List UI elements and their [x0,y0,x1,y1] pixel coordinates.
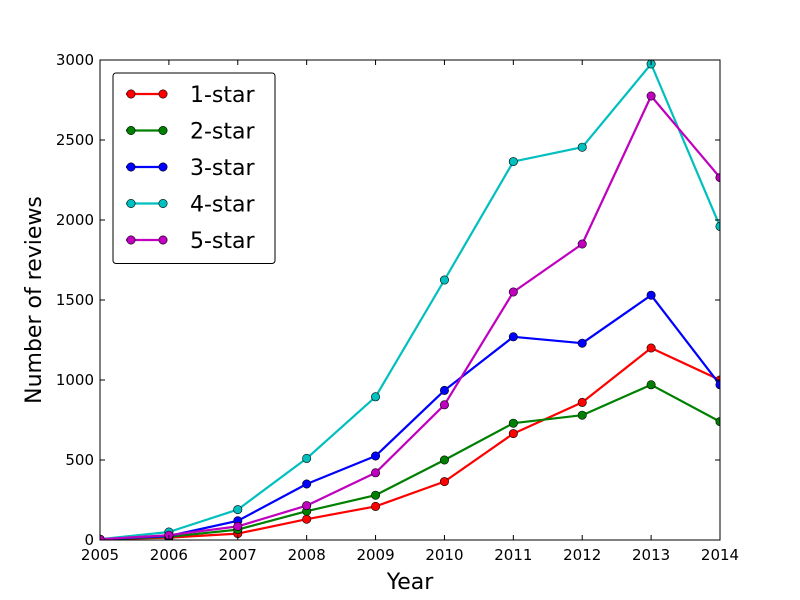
y-tick-label: 1500 [56,291,94,309]
data-point-1-star-2008 [302,514,312,524]
y-axis-label: Number of reviews [22,196,47,404]
data-point-4-star-2011 [508,157,518,167]
legend-label: 2-star [190,120,256,145]
legend-marker [126,235,136,245]
data-point-3-star-2010 [439,385,449,395]
x-axis-label: Year [386,570,435,595]
y-tick-label: 3000 [56,51,94,69]
data-point-5-star-2013 [646,91,656,101]
legend-box [112,72,276,264]
x-tick-label: 2009 [356,546,394,564]
series-line-5-star [100,94,720,540]
data-point-4-star-2007 [233,505,243,515]
data-point-1-star-2012 [577,397,587,407]
legend-marker [158,235,168,245]
series-line-4-star [100,62,720,540]
legend-entry-4-star: 4-star [126,193,256,218]
x-tick-label: 2007 [219,546,257,564]
legend-marker [158,126,168,136]
y-tick-label: 2000 [56,211,94,229]
data-point-3-star-2012 [577,338,587,348]
data-point-3-star-2008 [302,479,312,489]
legend-label: 3-star [190,156,256,181]
x-tick-label: 2008 [288,546,326,564]
data-point-3-star-2011 [508,332,518,342]
data-point-4-star-2009 [371,392,381,402]
legend-marker [126,162,136,172]
data-point-1-star-2011 [508,429,518,439]
legend-marker [126,89,136,99]
data-point-4-star-2010 [439,275,449,285]
data-point-3-star-2013 [646,290,656,300]
legend-marker [158,89,168,99]
data-point-5-star-2009 [371,468,381,478]
x-tick-label: 2013 [632,546,670,564]
ticks-layer: 2005 2006 2007 2008 2009 2010 2011 2012 2013 2014… [56,51,739,564]
legend-marker [158,162,168,172]
legend-label: 1-star [190,83,256,108]
data-point-3-star-2009 [371,451,381,461]
x-tick-label: 2005 [81,546,119,564]
data-point-2-star-2012 [577,410,587,420]
legend-entry-5-star: 5-star [126,229,256,254]
data-point-2-star-2013 [646,380,656,390]
legend-marker [158,199,168,209]
data-point-1-star-2009 [371,501,381,511]
legend-label: 5-star [190,229,256,254]
series-line-2-star [100,383,720,540]
legend-entry-2-star: 2-star [126,120,256,145]
y-tick-label: 1000 [56,371,94,389]
series-5-star [100,91,720,540]
x-tick-label: 2011 [494,546,532,564]
data-point-5-star-2010 [439,400,449,410]
data-point-5-star-2011 [508,287,518,297]
data-point-2-star-2009 [371,490,381,500]
x-tick-label: 2014 [701,546,739,564]
y-tick-label: 0 [84,531,94,549]
data-point-1-star-2013 [646,343,656,353]
data-point-1-star-2010 [439,477,449,487]
data-point-4-star-2008 [302,453,312,463]
series-line-1-star [100,346,720,540]
legend-entry-1-star: 1-star [126,83,256,108]
data-point-2-star-2010 [439,455,449,465]
data-point-2-star-2011 [508,418,518,428]
x-tick-label: 2010 [425,546,463,564]
data-point-5-star-2007 [233,521,243,531]
legend: 1-star 2-star 3-star 4-star 5-star [112,72,276,264]
x-tick-label: 2012 [563,546,601,564]
legend-entry-3-star: 3-star [126,156,256,181]
legend-label: 4-star [190,193,256,218]
data-point-4-star-2012 [577,142,587,152]
series-layer [100,60,720,540]
data-point-5-star-2012 [577,239,587,249]
data-point-5-star-2008 [302,501,312,511]
series-line-3-star [100,294,720,540]
y-tick-label: 500 [65,451,94,469]
legend-marker [126,126,136,136]
y-tick-label: 2500 [56,131,94,149]
x-tick-label: 2006 [150,546,188,564]
legend-marker [126,199,136,209]
